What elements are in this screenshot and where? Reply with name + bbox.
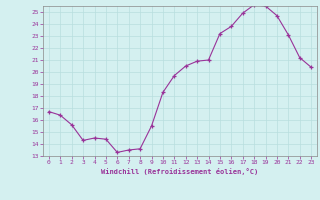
X-axis label: Windchill (Refroidissement éolien,°C): Windchill (Refroidissement éolien,°C) [101, 168, 259, 175]
